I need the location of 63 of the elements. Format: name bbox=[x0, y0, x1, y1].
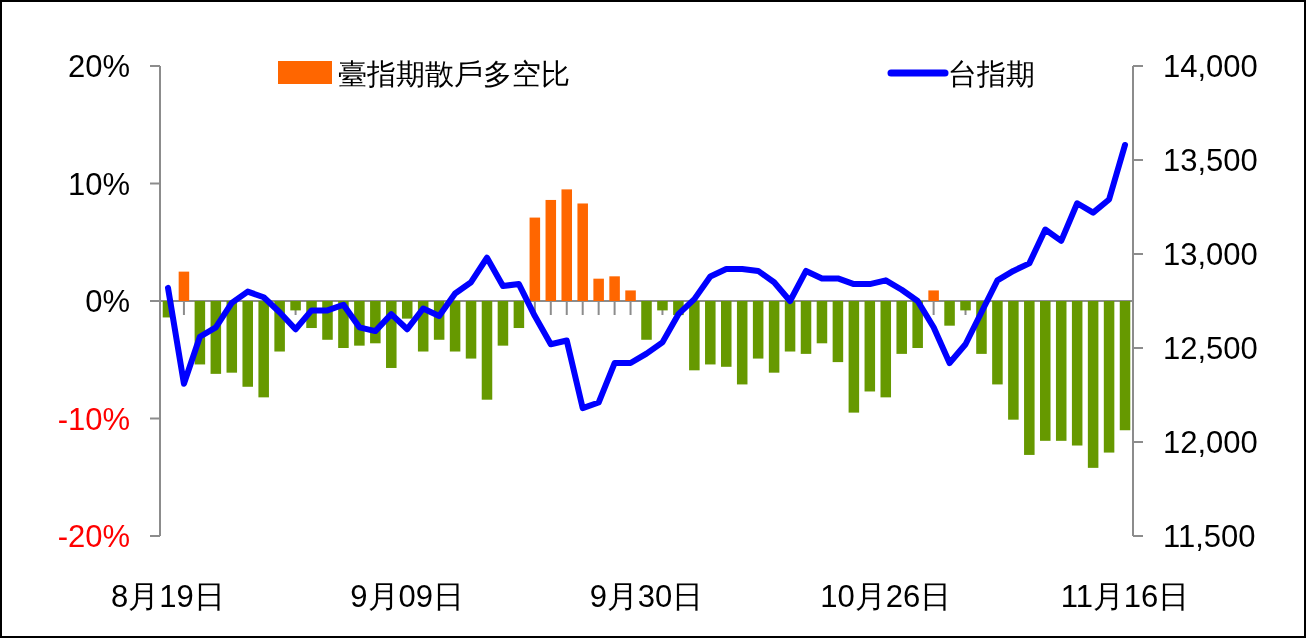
bar bbox=[609, 276, 620, 301]
y2-tick-label: 12,000 bbox=[1163, 425, 1258, 460]
bar bbox=[736, 301, 748, 385]
bar bbox=[497, 301, 509, 346]
y2-tick-label: 11,500 bbox=[1163, 519, 1256, 554]
y2-tick-label: 13,000 bbox=[1163, 237, 1258, 272]
y-tick-label: 20% bbox=[67, 49, 130, 84]
bar bbox=[481, 301, 493, 400]
bar bbox=[657, 301, 668, 311]
bar bbox=[880, 301, 892, 398]
bar bbox=[625, 290, 636, 301]
bar bbox=[784, 301, 796, 352]
y-tick-label: 0% bbox=[85, 284, 130, 319]
bar bbox=[689, 301, 700, 371]
x-tick-label: 10月26日 bbox=[820, 579, 952, 614]
bar bbox=[1103, 301, 1115, 453]
bar bbox=[465, 301, 477, 359]
y2-tick-label: 14,000 bbox=[1163, 49, 1258, 84]
bar bbox=[1071, 301, 1083, 446]
bar bbox=[800, 301, 812, 354]
y-tick-label: -10% bbox=[57, 401, 130, 437]
bar bbox=[290, 301, 301, 311]
y2-tick-label: 13,500 bbox=[1163, 143, 1258, 178]
bar bbox=[449, 301, 461, 352]
legend-label: 臺指期散戶多空比 bbox=[338, 58, 570, 90]
bar bbox=[720, 301, 732, 367]
x-tick-label: 8月19日 bbox=[111, 579, 225, 614]
bar bbox=[178, 271, 190, 301]
bar bbox=[641, 301, 652, 340]
bar bbox=[401, 301, 413, 319]
y-tick-label: 10% bbox=[67, 166, 130, 202]
bar bbox=[960, 301, 971, 311]
bar bbox=[768, 301, 780, 373]
x-tick-label: 9月30日 bbox=[589, 579, 704, 614]
y2-tick-label: 12,500 bbox=[1163, 331, 1258, 366]
bar bbox=[529, 217, 541, 301]
bar bbox=[816, 301, 828, 344]
bar bbox=[832, 301, 844, 363]
bar bbox=[896, 301, 907, 354]
bar bbox=[944, 301, 955, 326]
y-tick-label: -20% bbox=[57, 519, 130, 554]
bar bbox=[545, 199, 557, 301]
bar bbox=[593, 278, 604, 301]
legend-label: 台指期 bbox=[948, 58, 1035, 90]
x-tick-label: 11月16日 bbox=[1060, 579, 1190, 614]
bar bbox=[513, 301, 525, 329]
bar bbox=[752, 301, 764, 359]
bar bbox=[928, 290, 939, 301]
bar bbox=[992, 301, 1003, 385]
bar bbox=[1040, 301, 1051, 441]
bar bbox=[1008, 301, 1019, 420]
bar bbox=[848, 301, 860, 413]
bar bbox=[705, 301, 716, 365]
bar bbox=[577, 203, 588, 301]
bar bbox=[1119, 301, 1131, 431]
bar bbox=[242, 301, 253, 387]
x-tick-label: 9月09日 bbox=[350, 579, 465, 614]
bar bbox=[1087, 301, 1099, 468]
bar bbox=[258, 301, 269, 398]
bar bbox=[561, 189, 573, 301]
bar bbox=[1055, 301, 1067, 441]
bar bbox=[1024, 301, 1035, 455]
bar bbox=[864, 301, 876, 392]
